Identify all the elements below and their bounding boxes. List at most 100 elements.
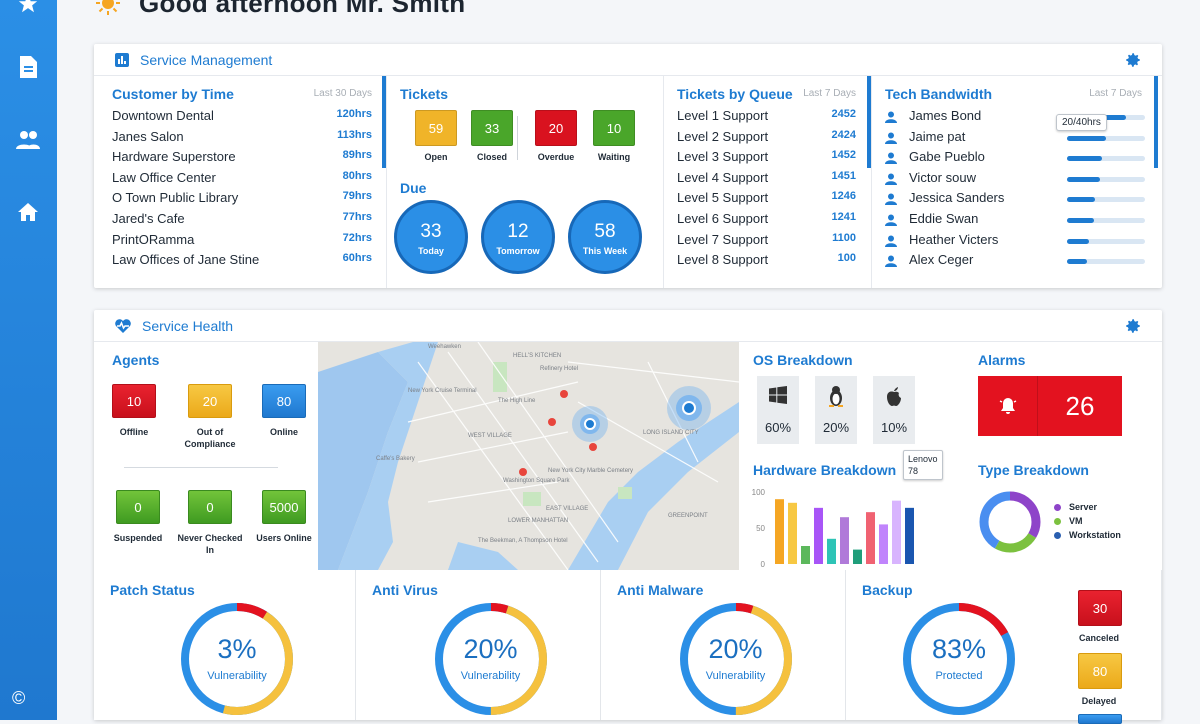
type-legend-item: Server (1054, 502, 1097, 512)
type-legend-item: Workstation (1054, 530, 1121, 540)
settings-gear-icon[interactable] (1124, 317, 1142, 335)
customer-row[interactable]: Jared's Cafe 77hrs (112, 211, 372, 231)
hardware-bar[interactable] (827, 538, 836, 564)
agent-label: Out of Compliance (184, 427, 236, 449)
queue-row[interactable]: Level 8 Support 100 (677, 252, 856, 272)
home-icon[interactable] (14, 198, 42, 226)
tech-scrollbar[interactable] (1154, 76, 1158, 168)
queue-name: Level 6 Support (677, 211, 769, 226)
backup-canceled-box[interactable]: 30 (1078, 590, 1122, 626)
star-icon[interactable] (14, 0, 42, 18)
security-patch-status-panel: Patch Status 3% Vulnerability (94, 570, 356, 720)
queue-scrollbar[interactable] (867, 76, 871, 168)
document-icon[interactable] (14, 53, 42, 81)
map[interactable]: HELL'S KITCHEN Refinery Hotel The High L… (318, 342, 739, 570)
queue-row[interactable]: Level 2 Support 2424 (677, 129, 856, 149)
customer-row[interactable]: Janes Salon 113hrs (112, 129, 372, 149)
security-percent: 20% (708, 634, 763, 664)
bandwidth-tooltip: 20/40hrs (1056, 114, 1107, 131)
agent-suspended-box[interactable]: 0 (116, 490, 160, 524)
security-percent: 20% (463, 634, 518, 664)
tech-name: Heather Victers (909, 231, 999, 247)
bandwidth-fill (1067, 259, 1088, 265)
due-1-circle[interactable]: 12 Tomorrow (481, 200, 555, 274)
queue-row[interactable]: Level 6 Support 1241 (677, 211, 856, 231)
customer-hours: 60hrs (342, 252, 372, 265)
customer-hours: 80hrs (342, 169, 372, 182)
bandwidth-fill (1067, 218, 1094, 223)
queue-row[interactable]: Level 4 Support 1451 (677, 170, 856, 190)
customer-row[interactable]: Law Offices of Jane Stine 60hrs (112, 252, 372, 272)
security-ring[interactable]: 20% Vulnerability (677, 600, 795, 718)
customer-row[interactable]: Hardware Superstore 89hrs (112, 149, 372, 169)
ticket-open-box[interactable]: 59 (415, 110, 457, 146)
customer-name: Law Office Center (112, 169, 216, 185)
hardware-bar[interactable] (814, 507, 823, 564)
due-2-circle[interactable]: 58 This Week (568, 200, 642, 274)
customer-row[interactable]: PrintORamma 72hrs (112, 232, 372, 252)
tech-row[interactable]: Victor souw (885, 170, 1152, 190)
settings-gear-icon[interactable] (1124, 51, 1142, 69)
alarms-badge[interactable]: 26 (978, 376, 1122, 436)
agent-users-online-box[interactable]: 5000 (262, 490, 306, 524)
due-0-circle[interactable]: 33 Today (394, 200, 468, 274)
tech-row[interactable]: James Bond (885, 108, 1152, 128)
ticket-overdue-box[interactable]: 20 (535, 110, 577, 146)
svg-text:LOWER MANHATTAN: LOWER MANHATTAN (508, 518, 568, 524)
ticket-waiting-box[interactable]: 10 (593, 110, 635, 146)
queue-row[interactable]: Level 5 Support 1246 (677, 190, 856, 210)
customer-hours: 113hrs (337, 128, 372, 141)
customer-row[interactable]: Downtown Dental 120hrs (112, 108, 372, 128)
security-ring[interactable]: 3% Vulnerability (178, 600, 296, 718)
windows-icon (769, 386, 787, 404)
scrollbar[interactable] (382, 76, 386, 168)
security-anti-malware-panel: Anti Malware 20% Vulnerability (601, 570, 846, 720)
backup-delayed-box[interactable]: 80 (1078, 653, 1122, 689)
queue-row[interactable]: Level 1 Support 2452 (677, 108, 856, 128)
tech-row[interactable]: Alex Ceger (885, 252, 1152, 272)
queue-name: Level 8 Support (677, 252, 769, 268)
alarms-panel: Alarms 26 (964, 342, 1162, 458)
hardware-bar[interactable] (840, 517, 849, 564)
customer-name: Hardware Superstore (112, 149, 236, 165)
security-ring[interactable]: 83% Protected (900, 600, 1018, 718)
security-label: Protected (935, 670, 983, 682)
hardware-breakdown-title: Hardware Breakdown (753, 462, 897, 478)
type-donut-chart (979, 491, 1041, 553)
hardware-bar[interactable] (866, 512, 875, 564)
agent-never-checked-in-box[interactable]: 0 (188, 490, 232, 524)
tech-row[interactable]: Jessica Sanders (885, 190, 1152, 210)
queue-row[interactable]: Level 7 Support 1100 (677, 232, 856, 252)
sun-icon (96, 0, 120, 15)
users-icon[interactable] (14, 126, 42, 154)
tech-row[interactable]: Heather Victers (885, 232, 1152, 252)
customer-name: Law Offices of Jane Stine (112, 252, 260, 268)
hardware-bar[interactable] (879, 524, 888, 564)
hardware-bar[interactable] (905, 507, 914, 564)
tech-row[interactable]: Eddie Swan (885, 211, 1152, 231)
agent-online-box[interactable]: 80 (262, 384, 306, 418)
backup-extra-box[interactable] (1078, 714, 1122, 724)
agents-panel: Agents 10 Offline 20 Out of Compliance 80 Onl… (94, 342, 318, 570)
tech-row[interactable]: Jaime pat (885, 129, 1152, 149)
hardware-bar[interactable] (775, 499, 784, 564)
queue-row[interactable]: Level 3 Support 1452 (677, 149, 856, 169)
hardware-bar[interactable] (788, 502, 797, 564)
ticket-label: Waiting (597, 152, 631, 162)
hardware-bar[interactable] (892, 500, 901, 564)
agent-offline-box[interactable]: 10 (112, 384, 156, 418)
hardware-bar[interactable] (801, 546, 810, 564)
hardware-bar[interactable] (853, 549, 862, 564)
customer-hours: 89hrs (342, 149, 372, 162)
alarms-count: 26 (1065, 390, 1095, 421)
agent-out-of-compliance-box[interactable]: 20 (188, 384, 232, 418)
linux-icon (829, 386, 843, 407)
security-ring[interactable]: 20% Vulnerability (432, 600, 550, 718)
tech-row[interactable]: Gabe Pueblo (885, 149, 1152, 169)
customer-row[interactable]: O Town Public Library 79hrs (112, 190, 372, 210)
y-tick-label: 50 (756, 524, 765, 533)
customer-row[interactable]: Law Office Center 80hrs (112, 170, 372, 190)
ticket-closed-box[interactable]: 33 (471, 110, 513, 146)
tickets-panel: Tickets 59 Open 33 Closed 20 Overdue 10 Waiting… (387, 76, 663, 288)
queue-name: Level 2 Support (677, 128, 769, 144)
